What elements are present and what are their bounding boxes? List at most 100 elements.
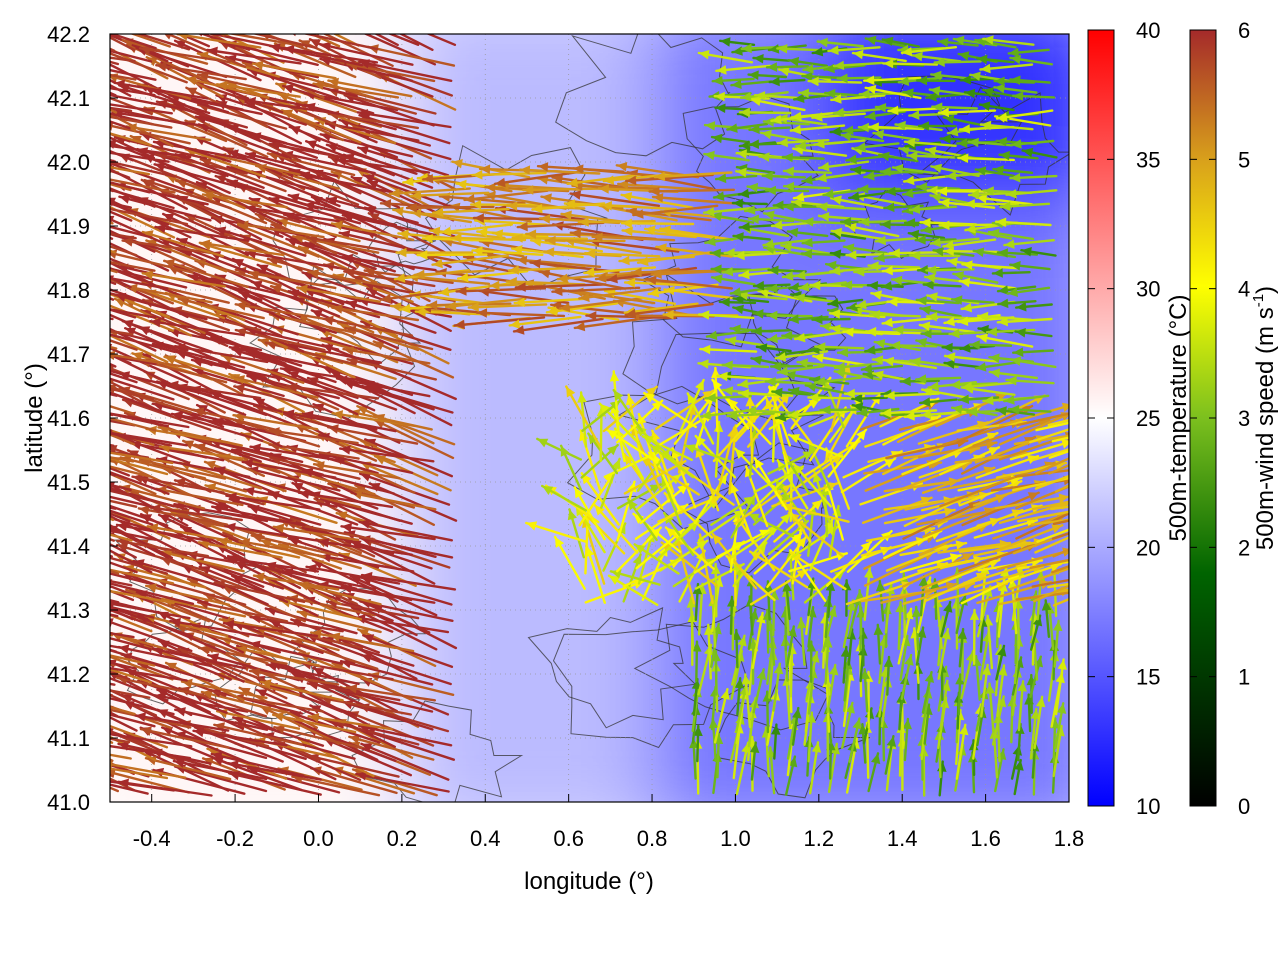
- wind-vector-head: [320, 41, 332, 52]
- wind-vector-shaft: [110, 288, 150, 305]
- wind-vector-shaft: [883, 529, 943, 560]
- wind-vector-head: [792, 708, 802, 719]
- wind-vector-head: [885, 186, 896, 197]
- wind-vector-head: [495, 177, 506, 188]
- wind-vector-shaft: [636, 251, 713, 264]
- wind-vector-shaft: [937, 474, 1015, 492]
- wind-vector-head: [830, 249, 842, 259]
- wind-vector-shaft: [1049, 505, 1069, 511]
- wind-vector-head: [768, 44, 780, 54]
- wind-vector-shaft: [525, 521, 588, 543]
- wind-vector-shaft: [196, 601, 289, 623]
- wind-vector-shaft: [167, 329, 263, 352]
- wind-vector-shaft: [214, 154, 301, 176]
- wind-vector-shaft: [250, 534, 339, 557]
- wind-vector-head: [739, 269, 750, 280]
- wind-vector-head: [753, 54, 764, 64]
- wind-vector-shaft: [1052, 597, 1069, 607]
- wind-vector-shaft: [110, 483, 132, 492]
- wind-vector-head: [94, 663, 105, 672]
- wind-vector-shaft: [214, 672, 300, 697]
- wind-vector-head: [919, 321, 931, 331]
- wind-vector-shaft: [164, 661, 245, 702]
- wind-vector-shaft: [360, 742, 450, 781]
- wind-vector-head: [882, 317, 893, 328]
- wind-vector-shaft: [159, 237, 250, 274]
- wind-vector-head: [30, 636, 41, 645]
- wind-vector-head: [85, 761, 96, 771]
- wind-vector-head: [89, 514, 100, 523]
- wind-vector-head: [1041, 600, 1052, 611]
- wind-vector-head: [274, 724, 285, 735]
- wind-vector-shaft: [215, 314, 305, 353]
- wind-vector-shaft: [282, 84, 375, 115]
- wind-vector-head: [150, 317, 161, 328]
- wind-vector-head: [824, 63, 835, 74]
- wind-vector-shaft: [110, 124, 191, 145]
- wind-vector-shaft: [215, 710, 301, 730]
- wind-vector-shaft: [522, 187, 603, 192]
- wind-vector-shaft: [975, 455, 1040, 479]
- wind-vector-head: [781, 242, 792, 252]
- wind-vector-head: [217, 81, 228, 91]
- wind-vector-head: [523, 185, 534, 195]
- wind-vector-head: [176, 179, 188, 189]
- temperature-colorbar-tick-label: 10: [1136, 794, 1160, 819]
- wind-vector-shaft: [327, 79, 413, 98]
- wind-vector-shaft: [252, 574, 340, 591]
- wind-vector-head: [761, 129, 772, 140]
- wind-vector-shaft: [360, 576, 453, 606]
- wind-vector-head: [1071, 563, 1082, 572]
- wind-vector-head: [52, 689, 63, 698]
- wind-vector-head: [819, 212, 830, 222]
- wind-vector-head: [873, 624, 884, 635]
- wind-vector-head: [570, 190, 582, 200]
- wind-vector-head: [172, 411, 183, 421]
- wind-vector-shaft: [373, 34, 399, 47]
- wind-vector-head: [651, 430, 661, 442]
- wind-vector-head: [651, 269, 662, 279]
- wind-vector-shaft: [125, 125, 212, 142]
- wind-vector-shaft: [189, 386, 283, 413]
- wind-vector-head: [646, 386, 657, 397]
- wind-vector-shaft: [110, 716, 138, 732]
- wind-vector-head: [362, 571, 373, 582]
- wind-vector-shaft: [885, 543, 953, 572]
- wind-vector-head: [66, 251, 77, 260]
- wind-vector-head: [692, 641, 702, 652]
- wind-vector-shaft: [110, 662, 116, 667]
- wind-vector-head: [239, 538, 251, 548]
- wind-vector-head: [871, 290, 882, 300]
- wind-vector-shaft: [623, 281, 698, 287]
- wind-vector-shaft: [110, 433, 136, 446]
- x-tick-label: 0.0: [303, 826, 334, 851]
- wind-vector-shaft: [131, 475, 225, 494]
- wind-vector-shaft: [339, 447, 435, 463]
- wind-vector-head: [110, 445, 118, 454]
- wind-vector-head: [687, 393, 697, 405]
- wind-vector-head: [27, 261, 38, 270]
- wind-vector-shaft: [1017, 510, 1069, 523]
- wind-vector-head: [792, 198, 803, 208]
- wind-vector-head: [211, 751, 223, 761]
- wind-vector-shaft: [623, 452, 664, 510]
- wind-vector-shaft: [110, 178, 176, 194]
- wind-vector-shaft: [120, 571, 212, 606]
- wind-vector-shaft: [302, 34, 379, 51]
- wind-vector-head: [288, 371, 300, 381]
- wind-vector-head: [538, 162, 549, 172]
- wind-vector-head: [618, 179, 629, 190]
- wind-vector-head: [308, 713, 320, 723]
- wind-vector-head: [126, 123, 137, 133]
- wind-speed-colorbar-tick-label: 4: [1238, 277, 1250, 302]
- wind-vector-shaft: [164, 599, 250, 638]
- wind-vector-shaft: [110, 225, 154, 239]
- wind-vector-head: [363, 634, 375, 644]
- wind-vector-head: [989, 228, 1000, 239]
- wind-vector-head: [916, 627, 927, 638]
- wind-vector-head: [609, 400, 621, 411]
- wind-vector-head: [830, 266, 841, 276]
- wind-vector-head: [542, 486, 554, 495]
- wind-vector-shaft: [134, 714, 230, 732]
